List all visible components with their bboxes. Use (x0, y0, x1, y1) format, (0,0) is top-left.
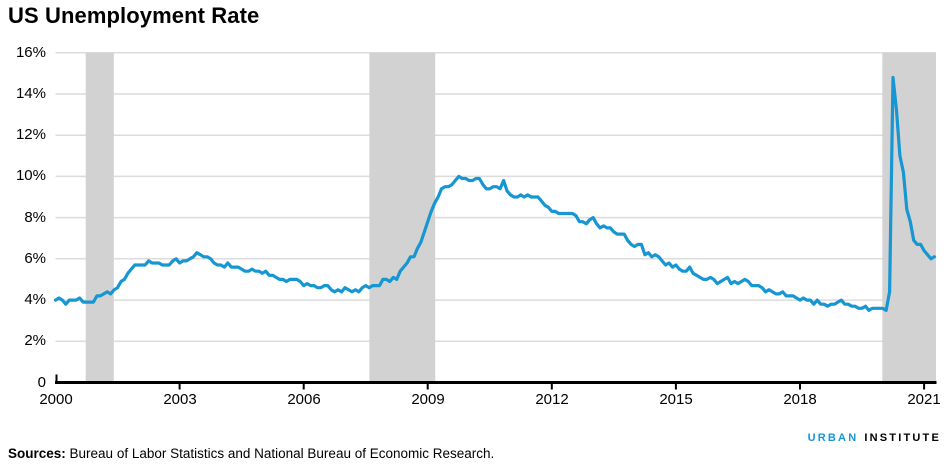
y-tick-label: 14% (15, 85, 46, 102)
recession-band (85, 52, 114, 382)
x-tick-label: 2006 (287, 391, 321, 408)
y-tick-label: 6% (24, 250, 46, 267)
urban-institute-logo: URBAN INSTITUTE (808, 432, 941, 444)
trend-line (53, 75, 936, 312)
y-tick-label: 16% (15, 44, 46, 61)
y-tick-label: 0 (37, 374, 46, 391)
logo-institute: INSTITUTE (864, 432, 941, 444)
x-tick-label: 2015 (659, 391, 693, 408)
chart-title: US Unemployment Rate (8, 3, 260, 28)
x-tick-label: 2000 (39, 391, 73, 408)
x-tick-label: 2012 (535, 391, 569, 408)
x-tick-label: 2009 (411, 391, 445, 408)
sources-label: Sources: (8, 446, 66, 461)
y-tick-label: 12% (15, 126, 46, 143)
sources-note: Sources: Bureau of Labor Statistics and … (8, 446, 494, 461)
logo-urban: URBAN (807, 432, 859, 444)
x-tick-label: 2003 (163, 391, 197, 408)
x-tick-label: 2021 (907, 391, 941, 408)
unemployment-line-chart (53, 51, 937, 390)
y-tick-label: 10% (15, 167, 46, 184)
y-tick-label: 4% (24, 291, 46, 308)
y-tick-label: 8% (24, 209, 46, 226)
x-tick-label: 2018 (783, 391, 817, 408)
recession-band (369, 52, 436, 382)
y-tick-label: 2% (24, 332, 46, 349)
sources-text: Bureau of Labor Statistics and National … (65, 446, 495, 461)
